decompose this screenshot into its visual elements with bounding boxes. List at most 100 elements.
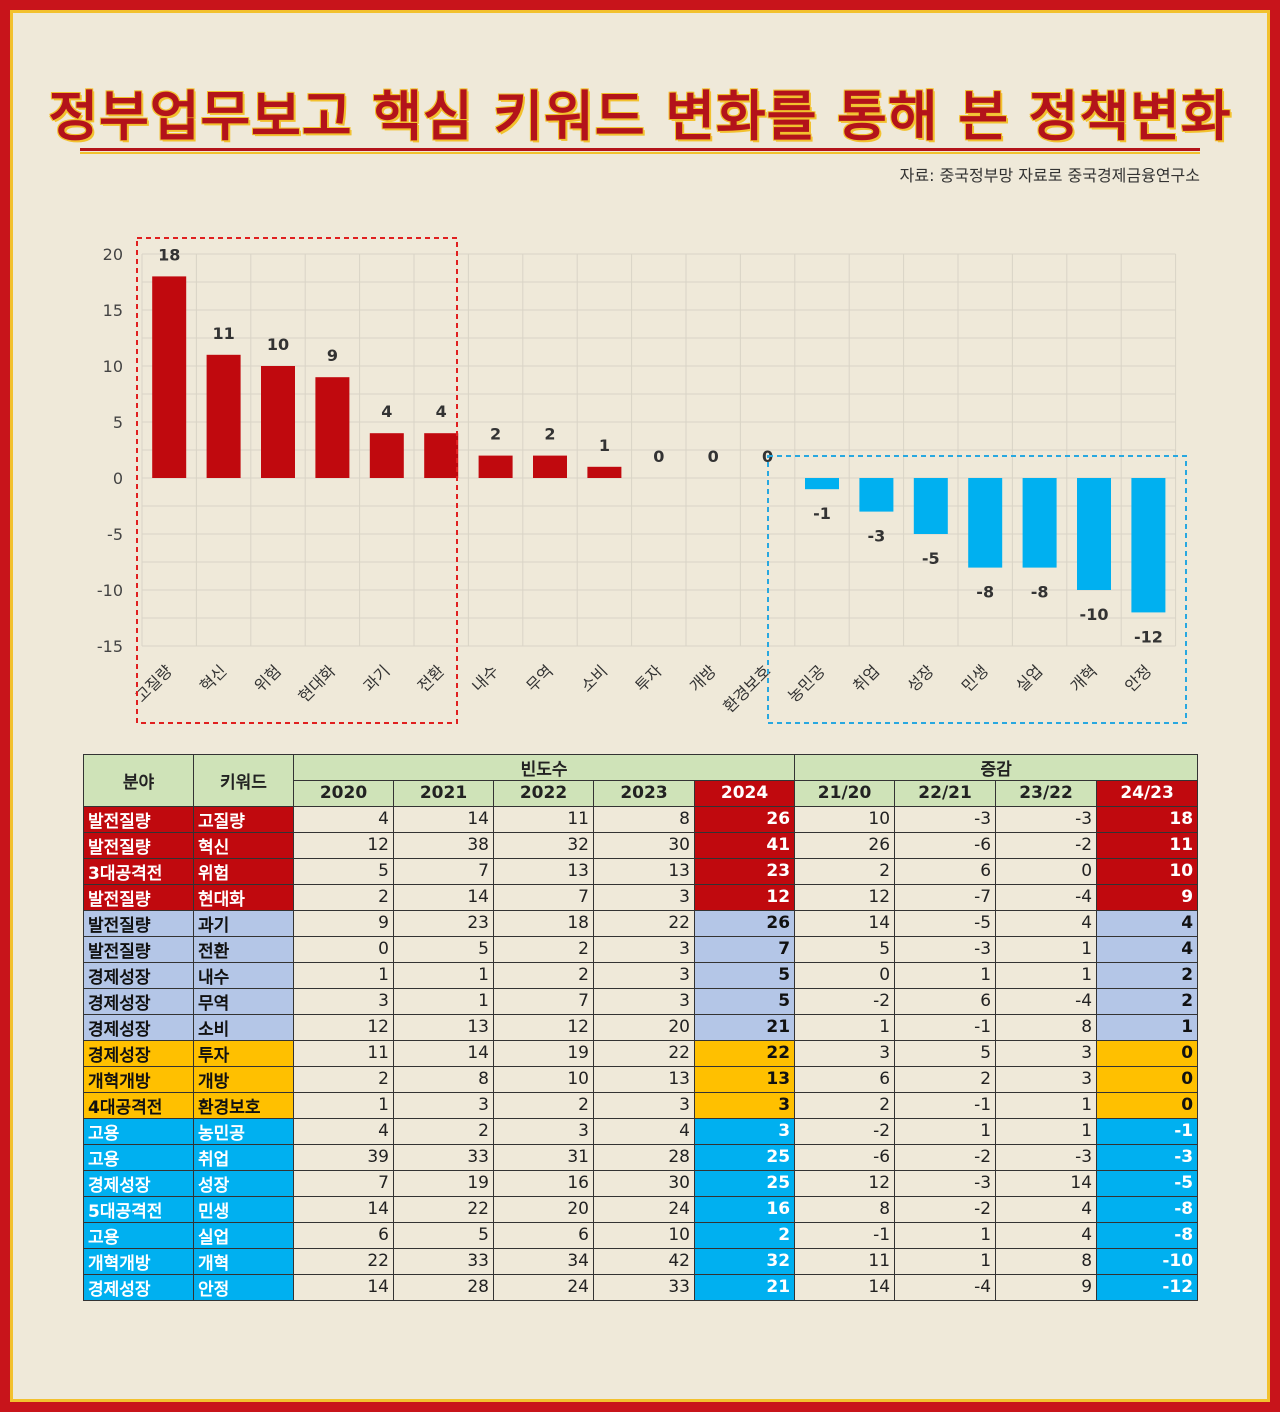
cell-change: -4 [995, 883, 1098, 911]
cell-keyword: 과기 [193, 909, 294, 937]
y-tick-label: -10 [97, 581, 123, 600]
cell-frequency: 25 [693, 1169, 796, 1197]
cell-change: 0 [1096, 1039, 1199, 1067]
bar [261, 366, 295, 478]
cell-change: 2 [894, 1065, 997, 1093]
data-label: 0 [653, 447, 664, 466]
x-tick-label: 안정 [1121, 661, 1155, 695]
cell-frequency: 28 [393, 1273, 494, 1301]
cell-frequency: 1 [393, 961, 494, 989]
x-tick-label: 위험 [251, 661, 285, 695]
cell-frequency: 32 [493, 831, 594, 859]
cell-change: 12 [794, 883, 896, 911]
cell-change: 6 [794, 1065, 896, 1093]
cell-frequency: 12 [293, 831, 394, 859]
cell-frequency: 4 [593, 1117, 695, 1145]
cell-frequency: 12 [493, 1013, 594, 1041]
bar [533, 455, 567, 478]
cell-frequency: 33 [593, 1273, 695, 1301]
cell-change: -3 [894, 935, 997, 963]
cell-change: -4 [894, 1273, 997, 1301]
cell-frequency: 26 [693, 805, 796, 833]
table-row: 경제성장 투자 11 14 19 22 22 3 5 3 0 [83, 1039, 1199, 1067]
table-row: 4대공격전 환경보호 1 3 2 3 3 2 -1 1 0 [83, 1091, 1199, 1119]
header-year: 2020 [293, 780, 394, 807]
cell-keyword: 투자 [193, 1039, 294, 1067]
cell-frequency: 2 [493, 935, 594, 963]
cell-frequency: 23 [393, 909, 494, 937]
cell-change: 3 [794, 1039, 896, 1067]
cell-change: 11 [1096, 831, 1199, 859]
cell-frequency: 7 [493, 987, 594, 1015]
cell-change: 14 [794, 1273, 896, 1301]
cell-change: 10 [794, 805, 896, 833]
source-note: 자료: 중국정부망 자료로 중국경제금융연구소 [899, 166, 1200, 185]
cell-frequency: 1 [393, 987, 494, 1015]
cell-frequency: 2 [493, 1091, 594, 1119]
header-year: 2024 [693, 780, 796, 807]
cell-keyword: 개혁 [193, 1247, 294, 1275]
cell-keyword: 취업 [193, 1143, 294, 1171]
cell-frequency: 3 [693, 1117, 796, 1145]
cell-frequency: 25 [693, 1143, 796, 1171]
y-tick-label: 0 [113, 469, 123, 488]
x-tick-label: 고질량 [131, 661, 176, 706]
bar [859, 478, 894, 512]
cell-frequency: 31 [493, 1143, 594, 1171]
cell-frequency: 13 [593, 1065, 695, 1093]
cell-change: 9 [1096, 883, 1199, 911]
cell-frequency: 14 [393, 1039, 494, 1067]
data-label: 2 [490, 425, 501, 444]
header-keyword: 키워드 [193, 754, 294, 807]
x-tick-label: 투자 [631, 661, 665, 695]
cell-change: 6 [894, 987, 997, 1015]
cell-frequency: 13 [693, 1065, 796, 1093]
table-row: 개혁개방 개혁 22 33 34 42 32 11 1 8 -10 [83, 1247, 1199, 1275]
bar [1022, 478, 1057, 568]
cell-frequency: 13 [393, 1013, 494, 1041]
cell-field: 4대공격전 [83, 1091, 194, 1119]
x-tick-label: 취업 [849, 661, 883, 695]
bar [913, 478, 948, 534]
cell-change: 3 [995, 1039, 1098, 1067]
data-label: 11 [212, 324, 234, 343]
cell-field: 발전질량 [83, 831, 194, 859]
cell-change: 0 [995, 857, 1098, 885]
cell-frequency: 24 [493, 1273, 594, 1301]
cell-change: -3 [1096, 1143, 1199, 1171]
cell-change: 4 [1096, 909, 1199, 937]
cell-change: -2 [995, 831, 1098, 859]
table-row: 개혁개방 개방 2 8 10 13 13 6 2 3 0 [83, 1065, 1199, 1093]
cell-change: 6 [894, 857, 997, 885]
cell-frequency: 2 [393, 1117, 494, 1145]
cell-frequency: 3 [593, 961, 695, 989]
cell-frequency: 14 [393, 805, 494, 833]
table-row: 고용 농민공 4 2 3 4 3 -2 1 1 -1 [83, 1117, 1199, 1145]
bar [968, 478, 1003, 568]
data-label: -12 [1134, 627, 1163, 646]
cell-change: 1 [995, 1117, 1098, 1145]
data-label: 10 [267, 335, 289, 354]
cell-frequency: 5 [393, 935, 494, 963]
data-label: -1 [813, 504, 831, 523]
cell-change: 1 [894, 1117, 997, 1145]
cell-keyword: 고질량 [193, 805, 294, 833]
data-label: 1 [599, 436, 610, 455]
data-label: 9 [327, 346, 338, 365]
table-row: 발전질량 전환 0 5 2 3 7 5 -3 1 4 [83, 935, 1199, 963]
cell-frequency: 3 [593, 1091, 695, 1119]
header-year: 2021 [393, 780, 494, 807]
bar [478, 455, 513, 478]
cell-change: 1 [794, 1013, 896, 1041]
cell-frequency: 16 [493, 1169, 594, 1197]
cell-change: 4 [995, 1221, 1098, 1249]
cell-change: 2 [1096, 987, 1199, 1015]
data-label: -8 [976, 583, 994, 602]
cell-change: -6 [794, 1143, 896, 1171]
header-diff: 21/20 [794, 780, 896, 807]
cell-change: 8 [995, 1013, 1098, 1041]
cell-change: 1 [894, 1247, 997, 1275]
cell-change: -1 [894, 1013, 997, 1041]
cell-frequency: 11 [293, 1039, 394, 1067]
cell-field: 고용 [83, 1221, 194, 1249]
